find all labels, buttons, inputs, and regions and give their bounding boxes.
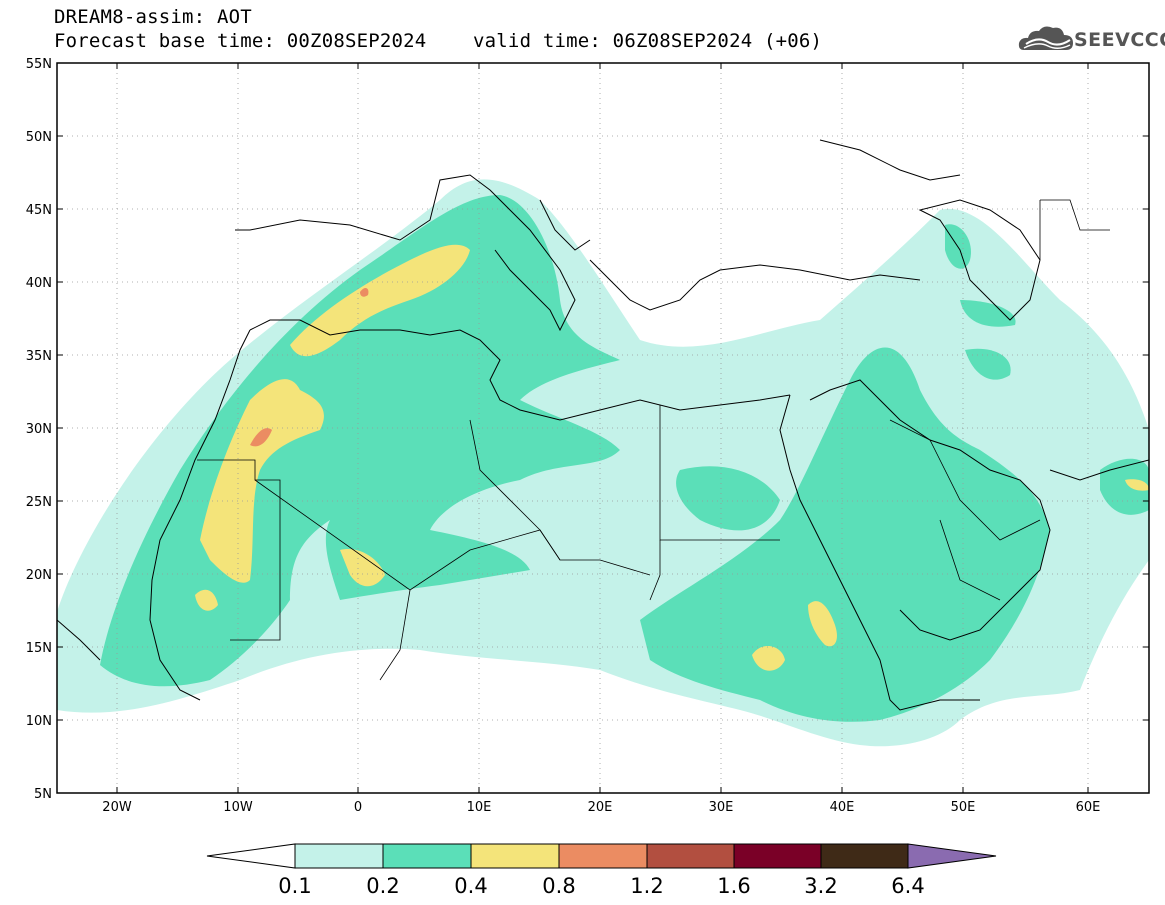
lon-tick-label: 20E [588,800,613,815]
aot-band-0.2-persia [965,348,1011,380]
legend-label: 0.2 [366,874,399,898]
legend-swatch [733,843,822,869]
seevccc-logo: SEEVCCC [1018,22,1165,56]
coastlines [57,139,1149,711]
aot-band-0.8 [250,428,272,447]
lat-tick-label: 25N [26,495,52,510]
lat-tick-label: 45N [26,203,52,218]
base-time: Forecast base time: 00Z08SEP2024 [54,30,427,52]
lon-tick-label: 20W [102,800,132,815]
forecast-times: Forecast base time: 00Z08SEP2024 valid t… [54,30,822,52]
legend-swatch [382,843,472,869]
lon-tick-label: 10E [467,800,492,815]
legend-swatch [558,843,648,869]
map-title: DREAM8-assim: AOT [54,6,252,28]
aot-band-0.8-atlas [360,288,369,297]
lon-tick-label: 10W [223,800,253,815]
legend-swatch [294,843,384,869]
lon-tick-label: 60E [1076,800,1101,815]
legend-swatch [470,843,560,869]
aot-band-0.2-iran [960,300,1016,327]
graticule [57,63,1149,793]
aot-band-0.4-algeria [340,549,385,587]
lat-tick-label: 50N [26,130,52,145]
legend-label: 0.4 [454,874,487,898]
aot-band-0.2-east [640,347,1050,722]
valid-time: valid time: 06Z08SEP2024 (+06) [473,30,823,52]
legend-label: 6.4 [891,874,924,898]
aot-band-0.4-senegal [195,589,218,611]
lon-tick-label: 30E [709,800,734,815]
aot-band-0.2-libya [676,466,780,531]
cloud-icon [1018,26,1073,50]
lat-tick-label: 30N [26,422,52,437]
aot-band-0.4-gulf-spot [1125,479,1149,491]
aot-field [57,179,1149,747]
lon-axis: 20W 10W 0 10E 20E 30E 40E 50E 60E [102,800,1100,815]
lon-tick-label: 0 [354,800,362,815]
aot-band-0.4-sudan [752,645,785,671]
lat-tick-label: 55N [26,57,52,72]
lat-tick-label: 15N [26,641,52,656]
lat-tick-marks [57,135,1149,721]
logo-text: SEEVCCC [1074,29,1165,51]
legend-label: 1.6 [717,874,750,898]
legend-swatch [646,843,735,869]
lat-tick-label: 20N [26,568,52,583]
legend-label: 0.8 [542,874,575,898]
legend-swatch-below [206,843,296,869]
lat-axis: 55N 50N 45N 40N 35N 30N 25N 20N 15N 10N … [26,57,52,802]
aot-band-0.4-morocco [200,379,324,583]
legend-label: 0.1 [278,874,311,898]
lat-tick-label: 10N [26,714,52,729]
legend-label: 1.2 [630,874,663,898]
legend-colorbar [206,843,997,869]
lat-tick-label: 5N [34,787,52,802]
legend-swatch [820,843,909,869]
legend-label: 3.2 [804,874,837,898]
lon-tick-label: 50E [951,800,976,815]
lat-tick-label: 40N [26,276,52,291]
borders [197,199,1110,681]
lat-tick-label: 35N [26,349,52,364]
lon-tick-label: 40E [830,800,855,815]
aot-band-0.4 [290,244,470,357]
legend-labels: 0.1 0.2 0.4 0.8 1.2 1.6 3.2 6.4 [278,874,924,898]
aot-band-0.4-eritrea [808,601,837,647]
lon-tick-marks [116,63,1089,793]
legend-swatch-above [907,843,997,869]
